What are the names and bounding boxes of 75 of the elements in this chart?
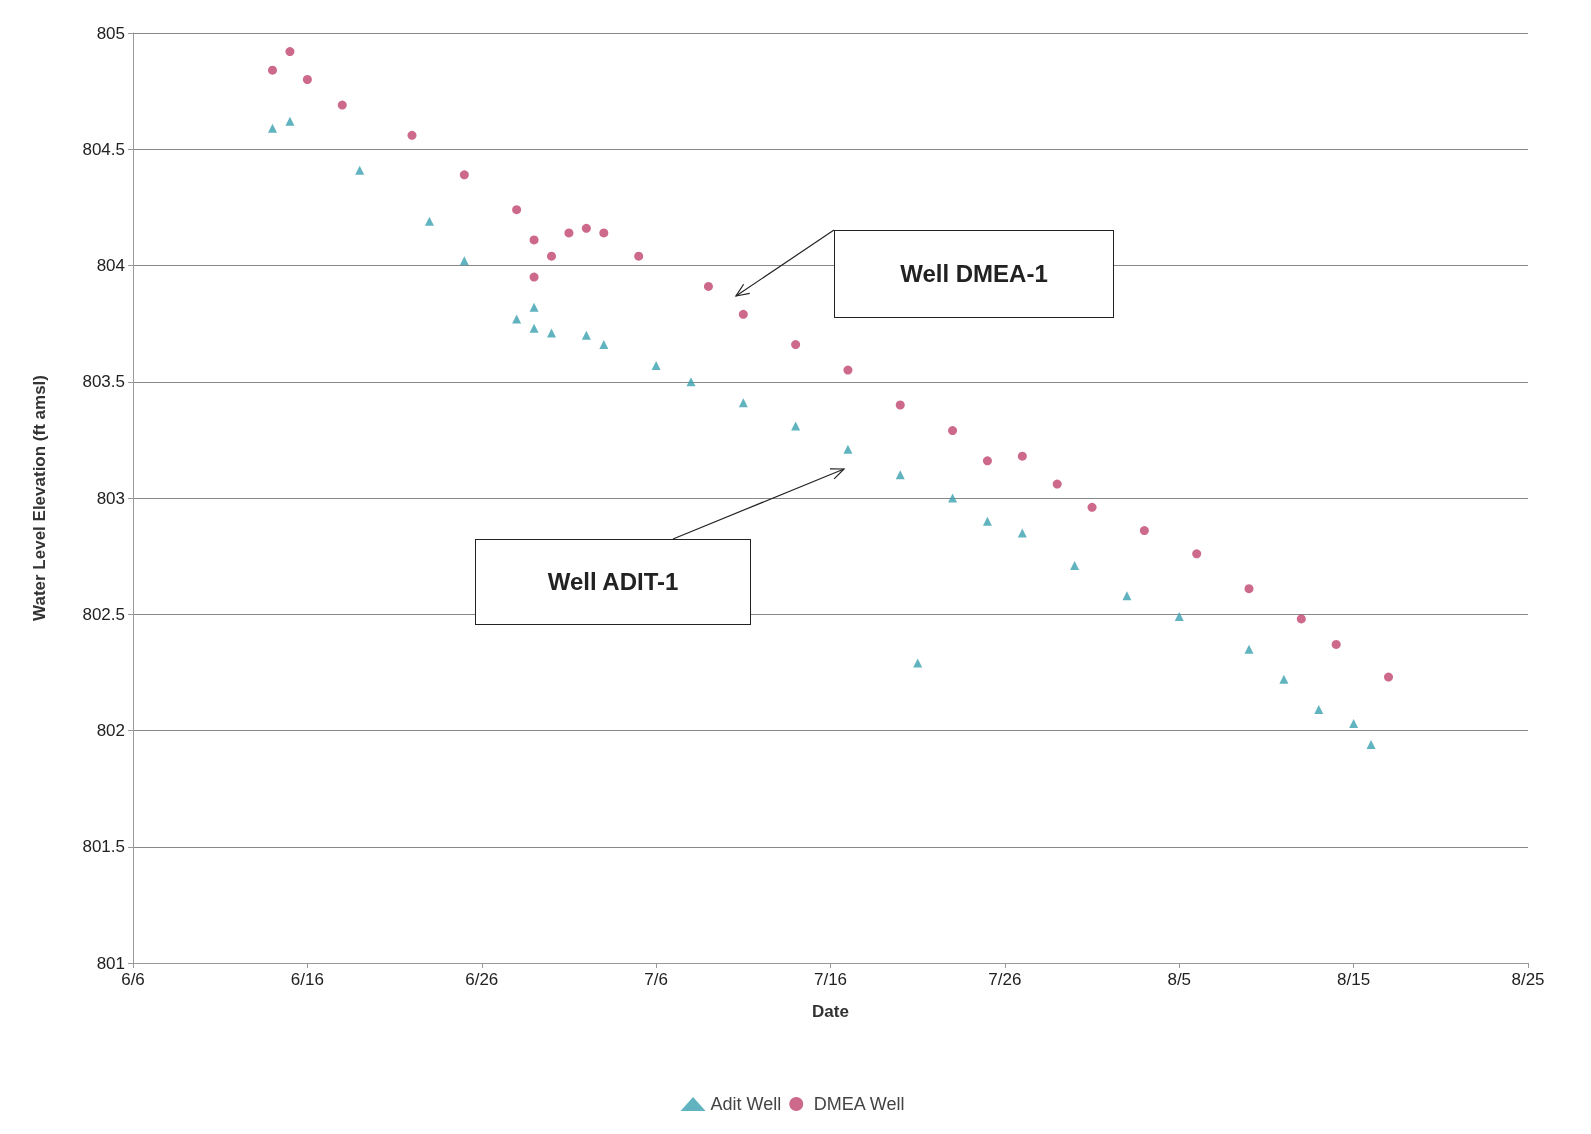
point [1244,584,1254,594]
point [1052,479,1062,489]
point [302,75,312,84]
point [547,328,556,338]
y-tick-label: 805 [96,23,125,43]
point [564,228,574,238]
point [581,223,591,233]
point [843,365,853,375]
point [547,251,556,261]
y-tick-label: 801.5 [82,837,125,857]
point [651,360,661,370]
point [1244,644,1254,654]
callout-box: Well ADIT-1 [475,539,751,625]
point [285,116,295,126]
point [599,228,609,238]
point [529,272,539,282]
y-tick-label: 803 [96,488,125,508]
point [529,323,539,333]
x-tick-label: 6/26 [465,970,499,989]
y-tick-label: 801 [96,953,125,973]
point [913,658,923,668]
point [948,426,958,436]
x-tick-label: 8/15 [1337,970,1371,989]
y-tick-label: 804 [96,256,125,275]
point [355,165,365,175]
point [1087,502,1097,512]
point [1366,739,1376,749]
y-tick-label: 804.5 [82,139,125,159]
point [1296,614,1306,624]
legend-label: Adit Well [710,1094,782,1114]
point [529,302,539,312]
point [407,130,417,140]
callout-box: Well DMEA-1 [834,230,1114,318]
x-tick-label: 6/6 [121,970,145,989]
y-tick-label: 802 [96,721,125,740]
point [982,456,992,466]
point [285,47,295,57]
point [512,205,522,215]
point [1017,451,1027,461]
point [843,444,853,454]
point [1070,560,1080,570]
point [738,309,748,319]
point [634,251,644,261]
point [337,100,347,110]
point [268,65,277,75]
y-tick-label: 802.5 [82,604,125,624]
point [581,330,591,340]
point [1349,719,1359,729]
point [948,493,958,503]
x-tick-label: 7/16 [813,970,848,989]
point [424,216,434,226]
x-tick-label: 8/25 [1511,970,1545,989]
point [1384,672,1393,682]
point [791,340,801,350]
y-axis-title: Water Level Elevation (ft amsl) [30,375,49,621]
point [1331,639,1341,649]
point [529,235,539,245]
point [686,377,696,387]
point [895,400,905,410]
point [703,281,713,291]
point [982,516,992,526]
y-tick-label: 803.5 [82,372,125,392]
x-tick-label: 7/26 [988,970,1022,989]
point [1139,526,1149,536]
point [459,170,469,180]
point [1122,591,1132,601]
x-tick-label: 7/6 [644,970,668,989]
x-axis-title: Date [812,1002,849,1021]
legend-label: DMEA Well [813,1094,905,1114]
point [599,340,609,350]
point [1279,674,1289,684]
point [268,123,277,133]
point [1192,549,1202,559]
x-tick-label: 6/16 [290,970,324,989]
x-tick-label: 8/5 [1167,970,1192,989]
